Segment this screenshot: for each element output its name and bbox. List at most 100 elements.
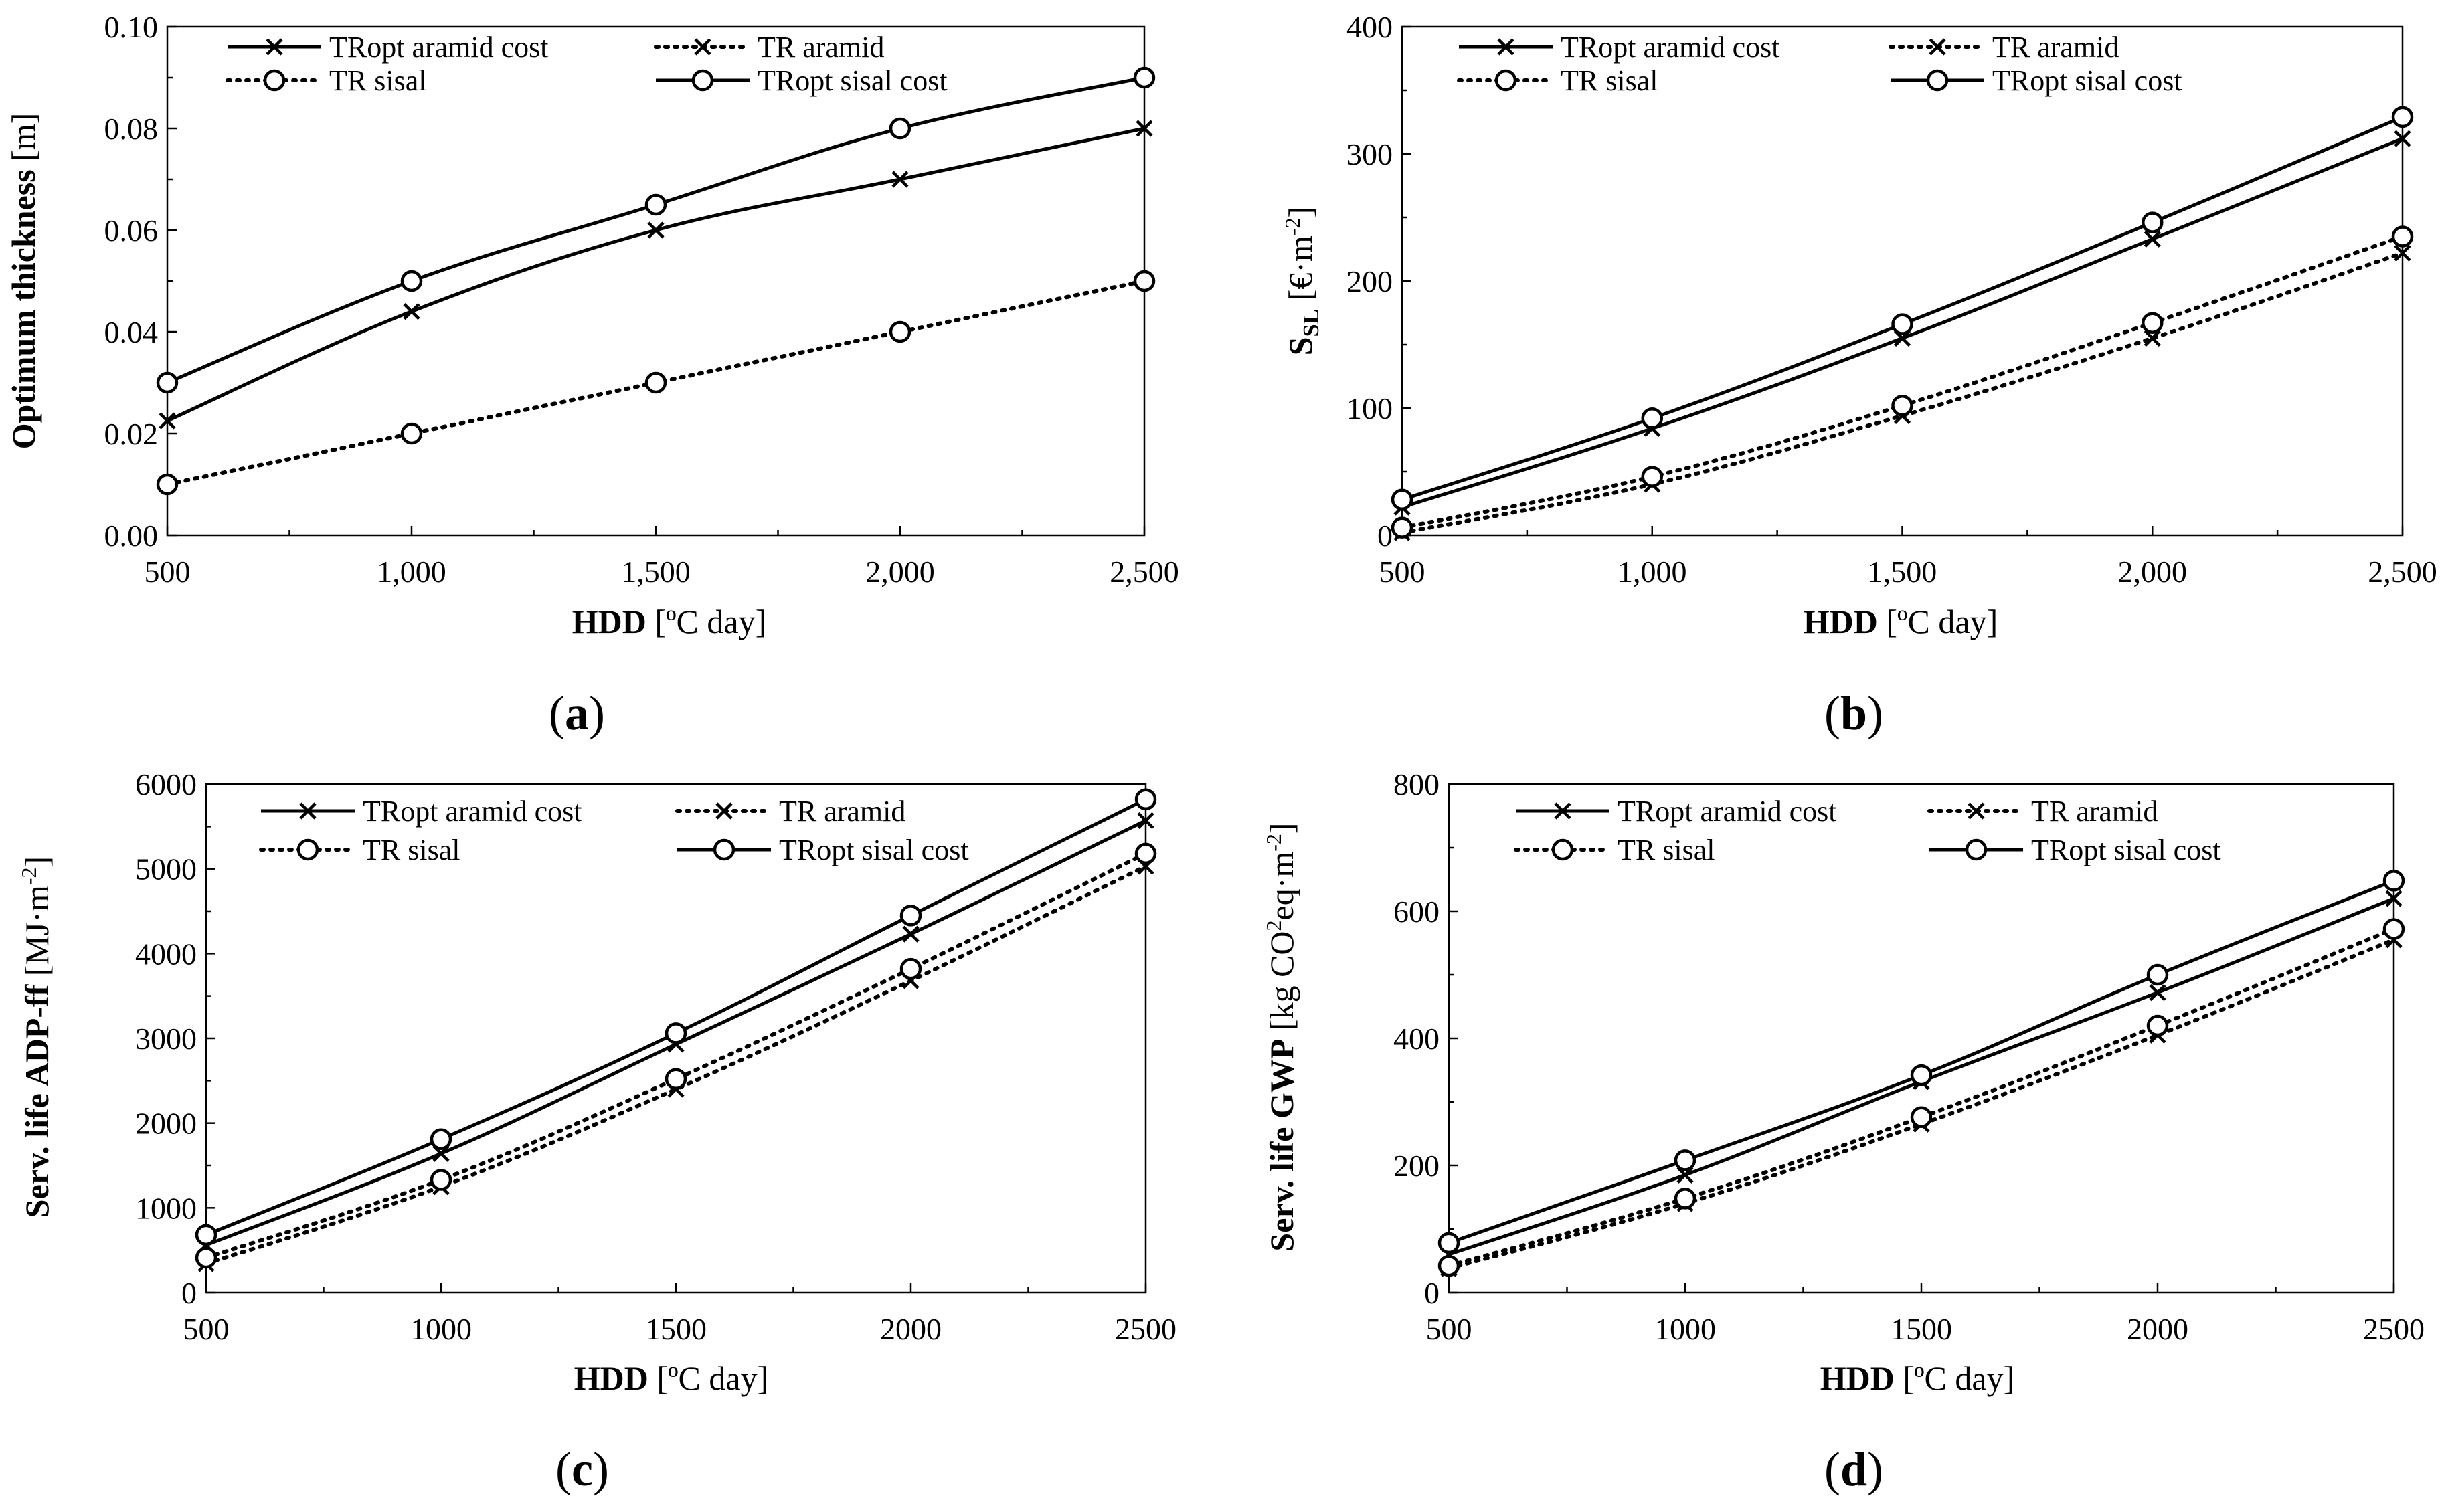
data-point-tropt-aramid-cost-d (2149, 984, 2166, 1002)
data-point-tropt-sisal-cost-b (1891, 313, 1913, 335)
y-tick-label-c: 1000 (135, 1191, 197, 1225)
legend-label-tr-aramid-b: TR aramid (1992, 31, 2119, 64)
data-point-tr-sisal-d (2382, 918, 2405, 940)
data-point-tropt-sisal-cost-d (2146, 963, 2169, 986)
y-tick-label-a: 0.08 (104, 112, 159, 146)
panel-label-a: (a) (549, 686, 605, 740)
legend-label-tr-aramid-d: TR aramid (2031, 795, 2158, 828)
y-axis-label-d: Serv. life GWP [kg CO2eq·m-2] (1261, 822, 1300, 1251)
data-point-tropt-aramid-cost-d (2385, 890, 2403, 907)
x-tick-label-a: 1,000 (377, 555, 446, 589)
data-point-tropt-aramid-cost-d (1676, 1166, 1694, 1184)
data-point-tr-aramid-b (2144, 329, 2161, 347)
legend-marker-tropt-sisal-cost-a (691, 69, 714, 92)
x-tick-label-d: 500 (1426, 1312, 1472, 1346)
y-tick-label-c: 0 (181, 1276, 197, 1310)
plot-frame-b (1401, 25, 2404, 537)
data-point-tr-sisal-a (400, 422, 423, 445)
data-point-tr-sisal-b (1641, 466, 1663, 488)
legend-label-tr-sisal-a: TR sisal (329, 64, 426, 97)
panel-a: Optimum thickness [m] HDD [ºC day] (a) 0… (5, 10, 1179, 740)
x-tick-label-d: 2500 (2363, 1312, 2425, 1346)
legend-marker-tr-sisal-d (1551, 838, 1574, 861)
y-axis-label-a: Optimum thickness [m] (5, 113, 42, 450)
legend-marker-tropt-aramid-cost-b (1497, 38, 1514, 56)
panel-b: SSL [€·m-2] HDD [ºC day] (b) 0 100 200 300 4… (1280, 10, 2437, 740)
data-point-tropt-aramid-cost-c (902, 925, 920, 943)
panel-label-b: (b) (1824, 686, 1883, 740)
y-tick-label-d: 200 (1393, 1149, 1440, 1183)
x-tick-label-c: 2000 (880, 1312, 942, 1346)
x-axis-label-d: HDD [ºC day] (1820, 1359, 2014, 1397)
data-point-tropt-sisal-cost-a (889, 117, 911, 140)
x-tick-label-a: 500 (145, 555, 191, 589)
y-tick-label-b: 0 (1377, 518, 1393, 553)
x-tick-label-a: 2,500 (1110, 555, 1179, 589)
legend-label-tr-sisal-d: TR sisal (1618, 834, 1715, 866)
data-point-tr-sisal-c (195, 1246, 217, 1269)
x-tick-label-d: 2000 (2127, 1312, 2188, 1346)
panel-label-c: (c) (555, 1442, 609, 1496)
legend-marker-tr-sisal-c (296, 838, 319, 861)
y-tick-label-b: 200 (1346, 264, 1393, 298)
y-tick-label-d: 600 (1393, 894, 1440, 929)
data-point-tr-sisal-c (899, 957, 922, 980)
series-line-tr-aramid-c (204, 864, 1148, 1266)
y-tick-label-c: 4000 (135, 937, 197, 971)
legend-marker-tropt-sisal-cost-c (713, 838, 735, 861)
data-point-tropt-sisal-cost-c (1134, 788, 1157, 811)
data-point-tropt-aramid-cost-a (159, 412, 176, 430)
x-tick-label-a: 1,500 (621, 555, 691, 589)
y-tick-label-c: 6000 (135, 767, 197, 801)
data-point-tr-sisal-c (430, 1169, 452, 1191)
x-axis-label-b: HDD [ºC day] (1804, 603, 1998, 640)
y-axis-label-b: SSL [€·m-2] (1280, 207, 1324, 355)
legend-label-tropt-aramid-cost-c: TRopt aramid cost (363, 795, 582, 828)
data-point-tr-sisal-b (2391, 225, 2414, 248)
data-point-tropt-aramid-cost-a (1136, 120, 1153, 137)
data-point-tropt-sisal-cost-a (1133, 66, 1156, 89)
series-line-tr-aramid-b (1400, 251, 2405, 535)
legend-label-tropt-aramid-cost-a: TRopt aramid cost (329, 31, 549, 64)
data-point-tr-sisal-a (1133, 270, 1156, 292)
plot-frame-a (166, 25, 1146, 537)
series-line-tr-sisal-c (204, 851, 1148, 1260)
data-point-tropt-sisal-cost-c (195, 1224, 217, 1246)
x-tick-label-b: 1,500 (1868, 555, 1937, 589)
data-point-tropt-sisal-cost-c (665, 1022, 687, 1044)
legend-label-tropt-sisal-cost-d: TRopt sisal cost (2031, 834, 2221, 866)
legend-label-tropt-sisal-cost-a: TRopt sisal cost (758, 64, 948, 97)
x-axis-label-c: HDD [ºC day] (574, 1359, 768, 1397)
plot-frame-d (1448, 783, 2395, 1294)
y-tick-label-b: 100 (1346, 391, 1393, 426)
legend-marker-tr-sisal-a (263, 69, 286, 92)
data-point-tr-sisal-d (1910, 1106, 1933, 1129)
data-point-tropt-sisal-cost-a (644, 193, 667, 216)
x-tick-label-c: 1500 (645, 1312, 707, 1346)
data-point-tropt-aramid-cost-b (2144, 230, 2161, 248)
x-tick-label-c: 2500 (1115, 1312, 1176, 1346)
legend-marker-tr-aramid-b (1929, 38, 1946, 56)
legend-marker-tropt-sisal-cost-b (1926, 69, 1949, 92)
legend-label-tr-sisal-b: TR sisal (1561, 64, 1658, 97)
data-point-tropt-aramid-cost-b (2394, 130, 2411, 147)
legend-marker-tr-aramid-c (715, 802, 733, 820)
data-point-tropt-sisal-cost-c (899, 905, 922, 927)
data-point-tropt-sisal-cost-d (1910, 1064, 1933, 1086)
x-tick-label-b: 500 (1379, 555, 1425, 589)
y-axis-label-c: Serv. life ADP-ff [MJ·m-2] (17, 856, 56, 1218)
data-point-tropt-sisal-cost-b (1641, 407, 1663, 430)
y-tick-label-d: 400 (1393, 1022, 1440, 1056)
data-point-tropt-sisal-cost-b (1391, 488, 1413, 511)
data-point-tr-sisal-d (1437, 1254, 1460, 1277)
data-point-tropt-aramid-cost-a (403, 303, 420, 320)
y-tick-label-b: 300 (1346, 137, 1393, 171)
legend-label-tropt-aramid-cost-b: TRopt aramid cost (1561, 31, 1780, 64)
legend-label-tr-aramid-a: TR aramid (758, 31, 884, 64)
data-point-tr-sisal-c (665, 1068, 687, 1091)
series-line-tr-sisal-b (1400, 234, 2405, 530)
data-point-tr-sisal-a (156, 473, 179, 496)
x-tick-label-d: 1500 (1891, 1312, 1952, 1346)
data-point-tropt-sisal-cost-b (2142, 211, 2164, 233)
